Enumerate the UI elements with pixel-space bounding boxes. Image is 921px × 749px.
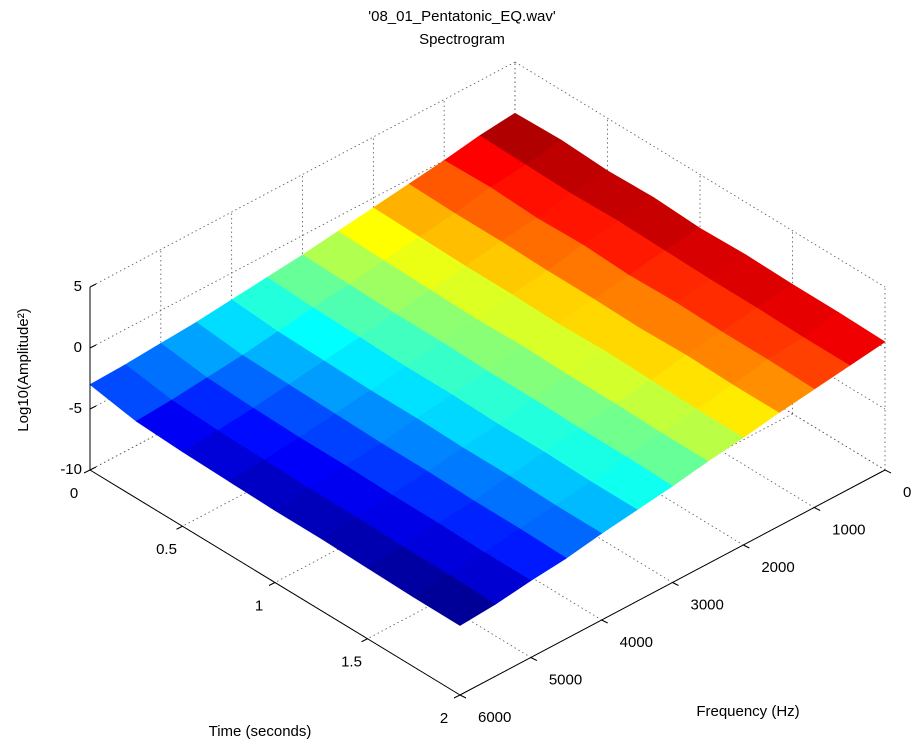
axes: 0 0.5 1 1.5 2 0 1000 2000 3000 4000 5000 6000 -10 -5 0…: [60, 278, 911, 727]
x-axis-label: Time (seconds): [209, 723, 312, 740]
z-tick: [89, 466, 97, 471]
surface: [89, 112, 886, 626]
surface-patch: [413, 574, 496, 626]
x-tick: [268, 582, 276, 586]
y-tick: [743, 544, 750, 549]
y-tick-label: 6000: [478, 709, 511, 726]
chart-subtitle: Spectrogram: [419, 31, 505, 48]
z-tick: [89, 283, 97, 288]
y-tick-label: 4000: [620, 634, 653, 651]
grid-line: [89, 61, 516, 288]
y-tick: [530, 657, 538, 661]
y-tick-label: 2000: [761, 559, 794, 576]
y-tick-label: 0: [903, 484, 911, 501]
x-tick-label: 1.5: [341, 654, 362, 671]
z-tick: [89, 344, 97, 349]
x-tick-label: 2: [440, 710, 448, 727]
y-axis-label: Frequency (Hz): [696, 703, 799, 720]
chart-title: '08_01_Pentatonic_EQ.wav': [368, 8, 556, 25]
y-tick: [459, 694, 467, 699]
x-tick-label: 1: [255, 597, 263, 614]
grid-line: [514, 61, 886, 288]
x-tick: [453, 694, 461, 699]
y-tick-label: 3000: [691, 596, 724, 613]
y-tick: [813, 507, 821, 511]
grid-line: [89, 122, 516, 349]
x-tick-label: 0.5: [156, 541, 177, 558]
x-tick: [176, 525, 183, 530]
z-tick: [89, 405, 97, 410]
y-tick: [672, 582, 679, 586]
y-tick: [601, 619, 608, 624]
z-tick-label: -10: [60, 461, 82, 478]
z-tick-label: 0: [74, 339, 82, 356]
y-tick-label: 5000: [549, 671, 582, 688]
z-axis-label: Log10(Amplitude²): [15, 308, 32, 431]
x-tick: [83, 469, 91, 474]
y-tick-label: 1000: [832, 521, 865, 538]
z-tick-label: 5: [74, 278, 82, 295]
y-tick: [884, 469, 892, 474]
z-tick-label: -5: [69, 400, 82, 417]
x-tick-label: 0: [70, 485, 78, 502]
x-tick: [361, 638, 368, 643]
